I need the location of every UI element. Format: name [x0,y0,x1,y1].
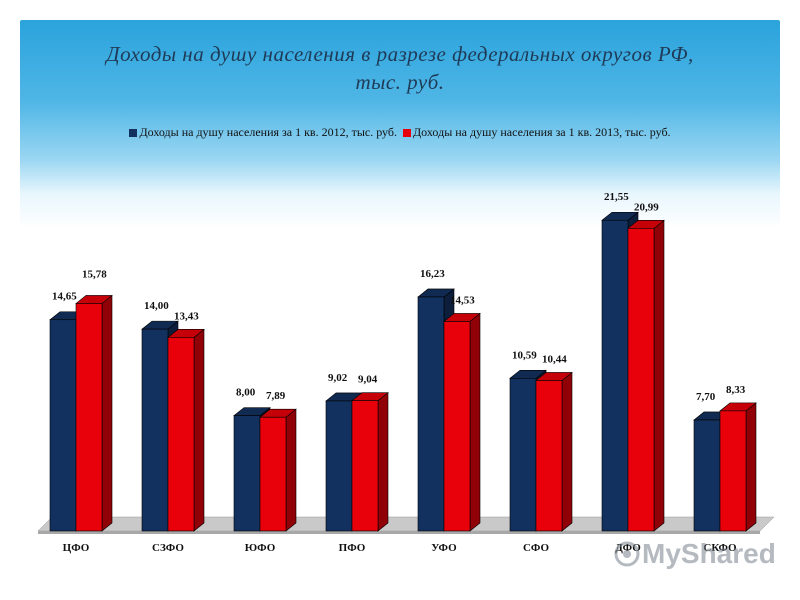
bar-front [141,328,169,532]
bar-side [101,294,113,532]
legend-swatch-2012 [129,128,138,137]
bar-side [561,371,573,532]
chart-floor-edge [38,531,760,534]
data-label-ЮФО-2013: 7,89 [266,390,286,402]
x-tick-label-СКФО: СКФО [703,542,737,554]
data-label-ПФО-2013: 9,04 [358,374,378,386]
chart-title: Доходы на душу населения в разрезе федер… [20,40,780,96]
bar-front [601,219,629,532]
bar-side [653,219,665,532]
watermark-text: MyShared [642,538,776,569]
bar-front [167,337,195,532]
bar-front [627,228,655,532]
bar-СЗФО-2013 [167,328,205,532]
legend-label-2012: Доходы на душу населения за 1 кв. 2012, … [139,125,397,139]
bar-front [75,303,103,532]
bar-front [535,380,563,532]
legend-label-2013: Доходы на душу населения за 1 кв. 2013, … [413,125,671,139]
data-label-СЗФО-2012: 14,00 [144,300,169,312]
data-label-УФО-2013: 14,53 [450,294,475,306]
legend-item-2012: Доходы на душу населения за 1 кв. 2012, … [129,125,397,140]
bar-ПФО-2013 [351,392,389,532]
bar-front [509,377,537,532]
bar-front [351,400,379,532]
data-label-СЗФО-2013: 13,43 [174,310,199,322]
chart-title-line1: Доходы на душу населения в разрезе федер… [106,42,694,66]
data-label-СКФО-2013: 8,33 [726,384,746,396]
bar-side [377,392,389,532]
x-tick-label-СЗФО: СЗФО [152,542,184,554]
chart-title-line2: тыс. руб. [355,70,445,94]
bar-side [193,328,205,532]
bar-side [285,408,297,532]
bar-side [745,402,757,532]
bar-side [469,312,481,532]
bar-ЦФО-2013 [75,294,113,532]
data-label-СКФО-2012: 7,70 [696,391,716,403]
bar-СФО-2013 [535,371,573,532]
bar-ДФО-2013 [627,219,665,532]
x-tick-label-СФО: СФО [523,542,550,554]
data-label-СФО-2012: 10,59 [512,349,537,361]
x-tick-label-ПФО: ПФО [339,542,366,554]
data-label-ПФО-2012: 9,02 [328,372,348,384]
bar-front [233,415,261,532]
x-tick-label-ЮФО: ЮФО [245,542,276,554]
legend-item-2013: Доходы на душу населения за 1 кв. 2013, … [403,125,671,140]
legend-swatch-2013 [403,128,411,137]
data-label-ДФО-2012: 21,55 [604,191,629,203]
chart-legend: Доходы на душу населения за 1 кв. 2012, … [0,125,800,140]
data-label-ЦФО-2012: 14,65 [52,291,77,303]
bar-ЮФО-2013 [259,408,297,532]
bar-front [719,410,747,532]
data-label-ЮФО-2012: 8,00 [236,387,256,399]
bar-СКФО-2013 [719,402,757,532]
bar-front [325,400,353,532]
bar-front [417,296,445,532]
bar-front [49,319,77,532]
watermark-icon [614,541,640,567]
bar-УФО-2013 [443,312,481,532]
data-label-УФО-2012: 16,23 [420,268,445,280]
x-tick-label-ЦФО: ЦФО [63,542,90,554]
data-label-СФО-2013: 10,44 [542,353,567,365]
bar-front [693,419,721,532]
bar-front [443,321,471,532]
watermark: MyShared [612,538,776,570]
data-label-ЦФО-2013: 15,78 [82,268,107,280]
data-label-ДФО-2013: 20,99 [634,201,659,213]
x-tick-label-УФО: УФО [431,542,457,554]
bar-front [259,416,287,532]
